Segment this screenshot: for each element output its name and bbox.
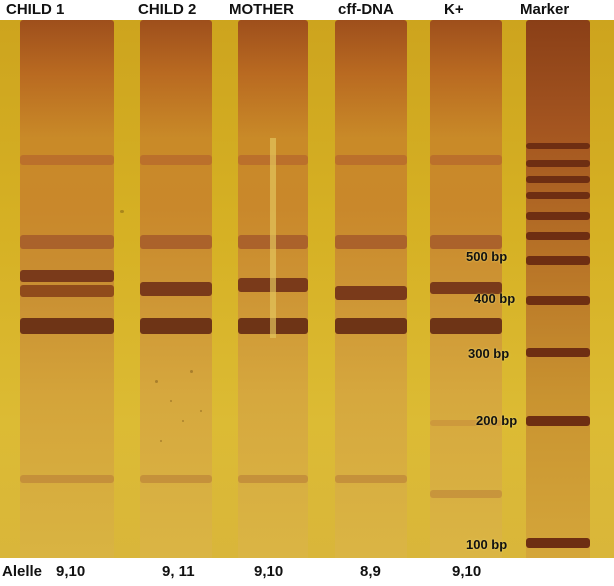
band xyxy=(20,475,114,483)
marker-band xyxy=(526,192,590,199)
band xyxy=(430,490,502,498)
band xyxy=(20,155,114,165)
band xyxy=(140,155,212,165)
marker-band xyxy=(526,232,590,240)
marker-band xyxy=(526,416,590,426)
band xyxy=(140,475,212,483)
band xyxy=(430,235,502,249)
band xyxy=(238,475,308,483)
allele-child-1: 9,10 xyxy=(56,563,86,580)
allele-mother: 9,10 xyxy=(254,563,284,580)
band xyxy=(430,155,502,165)
marker-label-200: 200 bp xyxy=(476,413,518,428)
band xyxy=(20,285,114,297)
marker-band xyxy=(526,176,590,183)
marker-band xyxy=(526,538,590,548)
band xyxy=(140,235,212,249)
band xyxy=(335,318,407,334)
band xyxy=(20,235,114,249)
band xyxy=(20,318,114,334)
lane-marker xyxy=(526,20,590,558)
marker-band xyxy=(526,296,590,305)
allele-prefix: Alelle xyxy=(2,563,43,580)
lane-child-2 xyxy=(140,20,212,558)
band xyxy=(335,286,407,300)
band xyxy=(335,475,407,483)
lane-cff-dna xyxy=(335,20,407,558)
band xyxy=(430,282,502,294)
marker-label-400: 400 bp xyxy=(474,291,516,306)
band xyxy=(335,155,407,165)
allele-child-2: 9, 11 xyxy=(162,563,195,580)
lane-label-mother: MOTHER xyxy=(229,1,294,18)
gel-background xyxy=(0,20,614,558)
lane-k-plus xyxy=(430,20,502,558)
marker-label-500: 500 bp xyxy=(466,249,508,264)
band xyxy=(430,318,502,334)
marker-band xyxy=(526,348,590,357)
band xyxy=(335,235,407,249)
band xyxy=(140,318,212,334)
lane-label-cff-dna: cff-DNA xyxy=(338,1,394,18)
lane-label-k-plus: K+ xyxy=(444,1,464,18)
marker-band xyxy=(526,212,590,220)
allele-cff-dna: 8,9 xyxy=(360,563,381,580)
marker-label-300: 300 bp xyxy=(468,346,510,361)
band xyxy=(430,420,502,426)
lane-label-child-2: CHILD 2 xyxy=(138,1,197,18)
marker-band xyxy=(526,256,590,265)
allele-k-plus: 9,10 xyxy=(452,563,482,580)
marker-label-100: 100 bp xyxy=(466,537,508,552)
band xyxy=(140,282,212,296)
marker-band xyxy=(526,160,590,167)
lane-label-marker: Marker xyxy=(520,1,570,18)
marker-band xyxy=(526,143,590,149)
band xyxy=(20,270,114,282)
lane-mother xyxy=(238,20,308,558)
lane-label-child-1: CHILD 1 xyxy=(6,1,65,18)
lane-child-1 xyxy=(20,20,114,558)
